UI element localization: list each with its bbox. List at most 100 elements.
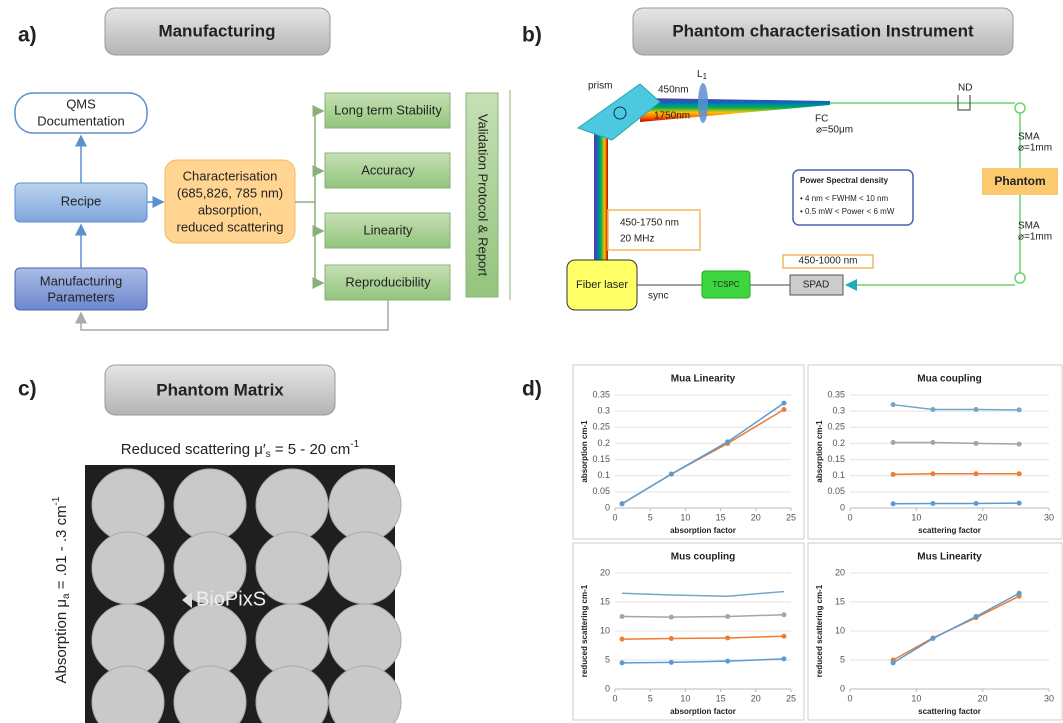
y-tick-label: 0.3 [832,406,845,416]
label-sup: -1 [51,496,62,505]
header: Phantom Matrix [156,380,284,399]
label: SPAD [803,280,830,291]
logo: BioPixS [196,588,266,610]
data-point [620,660,625,665]
qms-label: QMS [66,96,96,111]
header: Manufacturing [158,21,275,40]
y-tick-label: 0.1 [597,470,610,480]
y-tick-label: 10 [835,625,845,635]
data-point [974,501,979,506]
y-tick-label: 0.05 [827,486,845,496]
data-point [1017,407,1022,412]
disc [329,469,401,541]
data-point [725,659,730,664]
y-axis-label: absorption cm-1 [815,420,824,483]
panel-label: a) [18,24,37,47]
x-axis-label: absorption factor [670,707,736,716]
label: SMA [1018,132,1040,143]
data-point [725,614,730,619]
label: SMA [1018,221,1040,232]
data-point [669,636,674,641]
recipe-label: Recipe [61,193,101,208]
parameters-label: Manufacturing [40,273,122,288]
y-tick-label: 0 [840,683,845,693]
label: 450-1000 nm [799,256,858,267]
label: TCSPC [712,280,739,289]
label: 450nm [658,85,689,96]
disc [256,469,328,541]
detector-lens [845,279,857,291]
label: 1750nm [654,111,690,122]
chart-title: Mus coupling [671,552,735,563]
data-point [669,472,674,477]
header: Phantom characterisation Instrument [672,21,974,40]
x-tick-label: 0 [847,693,852,703]
label-part: Reduced scattering μ′ [121,441,266,458]
label: ⌀=1mm [1018,143,1052,154]
axis-label: Absorption μa = .01 - .3 cm-1 [51,496,72,683]
validation-label: Reproducibility [345,274,431,289]
x-tick-label: 10 [911,693,921,703]
y-tick-label: 0.1 [832,470,845,480]
figure: a) b) c) d) Manufacturing QMS Documentat… [0,0,1063,723]
data-point [974,614,979,619]
data-point [620,637,625,642]
disc [174,469,246,541]
page: {"panel_labels":["a)","b)","c)","d)"], "… [0,0,1063,723]
label: ND [958,83,972,94]
disc [329,604,401,676]
y-tick-label: 0.15 [592,454,610,464]
data-point [930,407,935,412]
fiber-loop [1015,273,1025,283]
y-tick-label: 15 [600,596,610,606]
data-point [620,614,625,619]
y-tick-label: 0 [605,683,610,693]
x-axis-label: absorption factor [670,526,736,535]
label-part: = 5 - 20 cm [271,441,351,458]
validation-label: Accuracy [361,162,415,177]
y-tick-label: 0.2 [597,438,610,448]
axis-label: Reduced scattering μ′s = 5 - 20 cm-1 [121,439,360,460]
data-point [725,439,730,444]
data-point [930,501,935,506]
y-tick-label: 0.05 [592,486,610,496]
x-tick-label: 20 [751,693,761,703]
x-tick-label: 5 [648,512,653,522]
y-tick-label: 0.35 [827,389,845,399]
y-tick-label: 0 [605,502,610,512]
data-point [930,471,935,476]
panel-label: d) [522,378,542,401]
chart-title: Mua Linearity [671,374,736,385]
y-tick-label: 0 [840,502,845,512]
x-tick-label: 10 [680,693,690,703]
x-axis-label: scattering factor [918,707,981,716]
y-tick-label: 20 [600,567,610,577]
label: ⌀=50μm [816,125,853,136]
data-point [891,660,896,665]
disc [174,604,246,676]
x-tick-label: 30 [1044,693,1054,703]
series-line [893,503,1019,504]
label: 450-1750 nm [620,218,679,229]
x-tick-label: 0 [612,512,617,522]
data-point [930,440,935,445]
data-point [1017,471,1022,476]
series-line [893,474,1019,475]
x-tick-label: 0 [612,693,617,703]
characterisation-label: Characterisation [183,168,278,183]
disc [92,532,164,604]
characterisation-label: (685,826, 785 nm) [177,185,283,200]
x-axis-label: scattering factor [918,526,981,535]
panel-label: c) [18,378,37,401]
data-point [974,441,979,446]
data-point [1017,442,1022,447]
x-tick-label: 10 [680,512,690,522]
y-axis-label: reduced scattering cm-1 [815,584,824,677]
chart-frame [808,365,1062,539]
validation-label: Linearity [363,222,413,237]
data-point [669,615,674,620]
label: Power Spectral density [800,176,889,185]
connector [295,111,315,283]
data-point [930,636,935,641]
data-point [1017,501,1022,506]
